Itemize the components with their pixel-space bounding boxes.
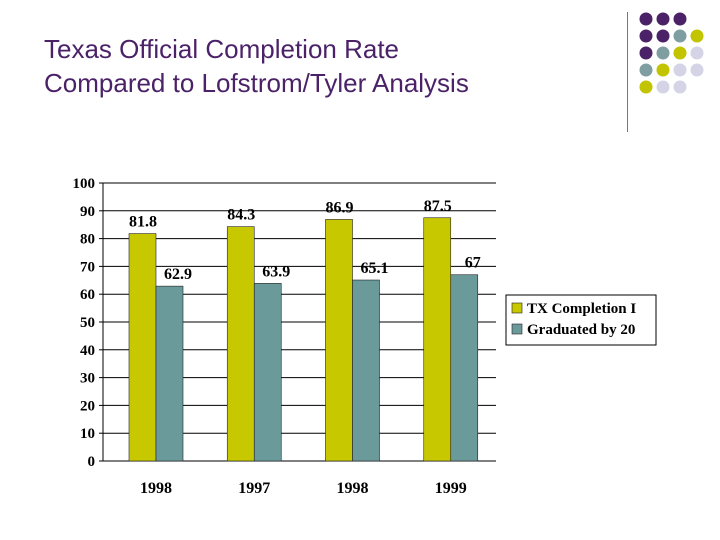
y-tick-label: 100 bbox=[73, 176, 96, 192]
decorative-dot bbox=[639, 46, 653, 60]
decorative-dot bbox=[690, 29, 704, 43]
bar-series-2 bbox=[253, 283, 282, 462]
bar-series-2 bbox=[352, 279, 380, 462]
data-label: 67 bbox=[465, 255, 481, 272]
decorative-dot bbox=[673, 29, 687, 43]
data-label: 87.5 bbox=[424, 198, 452, 215]
slide-title-line-2: Compared to Lofstrom/Tyler Analysis bbox=[44, 68, 469, 98]
decorative-dot bbox=[656, 63, 670, 77]
data-label: 63.9 bbox=[262, 263, 290, 280]
decorative-dot bbox=[639, 29, 653, 43]
slide-title: Texas Official Completion Rate Compared … bbox=[44, 32, 624, 100]
legend-label: Graduated by 20 bbox=[527, 322, 635, 338]
decorative-dot bbox=[656, 12, 670, 26]
legend-swatch bbox=[511, 302, 523, 314]
y-tick-label: 30 bbox=[80, 371, 95, 387]
y-tick-label: 10 bbox=[80, 426, 95, 442]
slide-title-line-1: Texas Official Completion Rate bbox=[44, 34, 400, 64]
decorative-dot bbox=[690, 63, 704, 77]
legend-label: TX Completion I bbox=[527, 301, 636, 317]
y-tick-label: 20 bbox=[80, 398, 95, 414]
decorative-dot bbox=[656, 46, 670, 60]
x-tick-label: 1998 bbox=[140, 480, 172, 497]
decorative-dot bbox=[690, 46, 704, 60]
x-tick-label: 1997 bbox=[238, 480, 270, 497]
bar-series-2 bbox=[450, 274, 479, 462]
decorative-dot bbox=[673, 63, 687, 77]
data-label: 84.3 bbox=[227, 207, 255, 224]
y-tick-label: 90 bbox=[80, 204, 95, 220]
title-divider bbox=[627, 12, 628, 132]
decorative-dot-grid bbox=[639, 12, 704, 94]
y-tick-label: 0 bbox=[88, 454, 96, 470]
legend-box bbox=[505, 294, 657, 346]
decorative-dot bbox=[656, 80, 670, 94]
data-label: 81.8 bbox=[129, 214, 157, 231]
bar-series-2 bbox=[155, 285, 184, 462]
x-tick-label: 1998 bbox=[337, 480, 369, 497]
y-tick-label: 60 bbox=[80, 287, 95, 303]
decorative-dot bbox=[639, 63, 653, 77]
decorative-dot bbox=[673, 80, 687, 94]
decorative-dot bbox=[673, 12, 687, 26]
decorative-dot bbox=[673, 46, 687, 60]
decorative-dot bbox=[639, 12, 653, 26]
data-label: 65.1 bbox=[361, 260, 389, 277]
y-tick-label: 70 bbox=[80, 259, 95, 275]
data-label: 62.9 bbox=[164, 266, 192, 283]
y-tick-label: 50 bbox=[80, 315, 95, 331]
bar-series-1 bbox=[226, 226, 255, 462]
decorative-dot bbox=[656, 29, 670, 43]
decorative-dot bbox=[639, 80, 653, 94]
bar-series-1 bbox=[325, 219, 353, 462]
bar-series-1 bbox=[128, 233, 157, 462]
bar-series-1 bbox=[423, 217, 452, 462]
chart-legend: TX Completion I Graduated by 20 bbox=[505, 294, 657, 346]
y-tick-label: 80 bbox=[80, 232, 95, 248]
legend-swatch bbox=[511, 323, 523, 335]
x-tick-label: 1999 bbox=[435, 480, 467, 497]
y-tick-label: 40 bbox=[80, 343, 95, 359]
data-label: 86.9 bbox=[326, 199, 354, 216]
